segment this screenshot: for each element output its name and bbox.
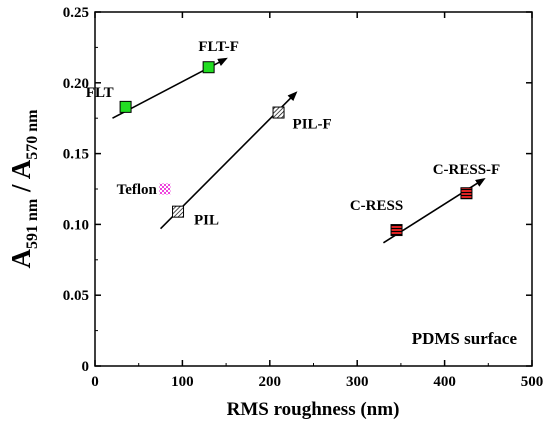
y-tick-label: 0.15 bbox=[63, 147, 89, 163]
point-label-flt-f: FLT-F bbox=[198, 39, 239, 55]
y-tick-label: 0 bbox=[82, 359, 90, 375]
y-tick-label: 0.05 bbox=[63, 288, 89, 304]
point-label-pil: PIL bbox=[194, 213, 219, 229]
x-tick-label: 0 bbox=[91, 374, 99, 390]
y-tick-label: 0.10 bbox=[63, 217, 89, 233]
x-tick-label: 500 bbox=[521, 374, 544, 390]
point-label-pil-f: PIL-F bbox=[293, 117, 332, 133]
x-tick-label: 300 bbox=[346, 374, 369, 390]
data-point-teflon bbox=[159, 183, 171, 195]
point-label-c-ress: C-RESS bbox=[350, 198, 403, 214]
y-tick-label: 0.20 bbox=[63, 76, 89, 92]
data-point-flt-f bbox=[202, 61, 215, 74]
data-points: FLT FLT-F Teflon PIL PIL-F C-RESS C-RESS-F bbox=[86, 39, 501, 237]
x-tick-label: 400 bbox=[433, 374, 456, 390]
point-label-c-ress-f: C-RESS-F bbox=[433, 162, 501, 178]
data-point-pil bbox=[172, 205, 185, 218]
y-tick-label: 0.25 bbox=[63, 5, 89, 21]
data-point-pil-f bbox=[272, 106, 285, 119]
x-tick-label: 200 bbox=[259, 374, 282, 390]
trend-arrows bbox=[112, 57, 486, 244]
y-axis-ticks: 0 0.05 0.10 0.15 0.20 0.25 bbox=[63, 5, 532, 375]
y-axis-label: A591 nm / A570 nm bbox=[6, 109, 41, 269]
data-point-c-ress bbox=[390, 224, 403, 237]
data-point-c-ress-f bbox=[460, 187, 473, 200]
data-point-flt bbox=[119, 100, 132, 113]
x-axis-ticks: 0 100 200 300 400 500 bbox=[91, 12, 543, 390]
x-tick-label: 100 bbox=[171, 374, 194, 390]
point-label-flt: FLT bbox=[86, 85, 114, 101]
plot-annotation: PDMS surface bbox=[412, 329, 518, 348]
x-axis-label: RMS roughness (nm) bbox=[227, 399, 400, 420]
point-label-teflon: Teflon bbox=[117, 182, 158, 198]
